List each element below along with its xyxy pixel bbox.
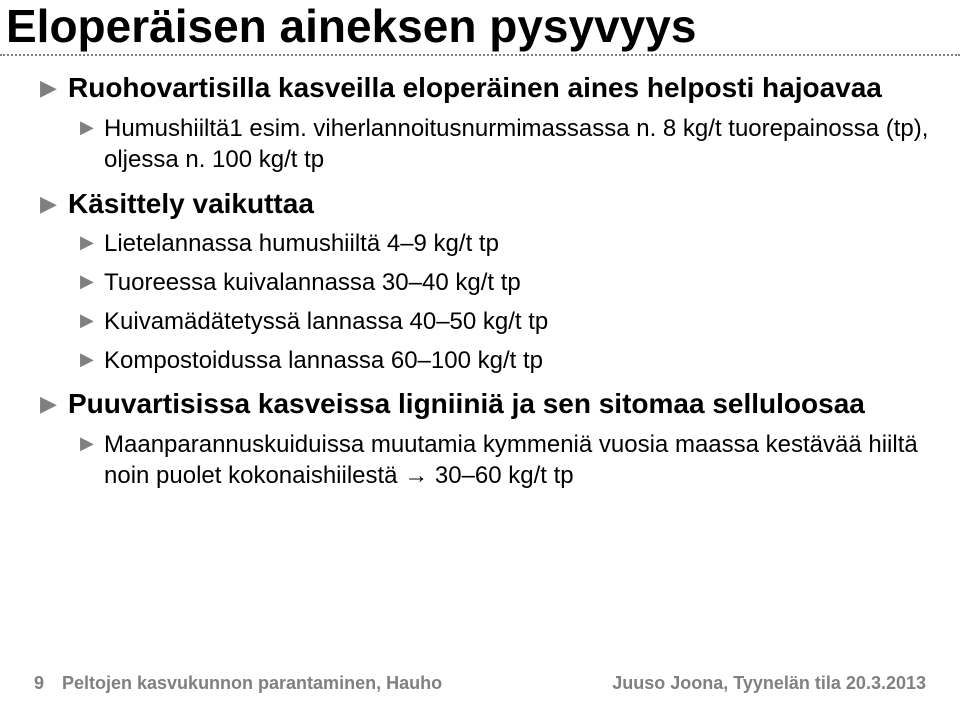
triangle-icon: ▶	[80, 229, 104, 254]
triangle-icon: ▶	[80, 430, 104, 455]
bullet-1-text: Ruohovartisilla kasveilla eloperäinen ai…	[68, 70, 882, 106]
triangle-icon: ▶	[80, 307, 104, 332]
bullet-1-sup: 1	[229, 115, 242, 142]
bullet-2-sub-2-text: Tuoreessa kuivalannassa 30–40 kg/t tp	[104, 268, 521, 299]
slide: Eloperäisen aineksen pysyvyys ▶ Ruohovar…	[0, 0, 960, 710]
bullet-2-sub-2: ▶ Tuoreessa kuivalannassa 30–40 kg/t tp	[40, 268, 940, 299]
bullet-1-sub-a: Humushiiltä	[104, 115, 229, 142]
bullet-2-sub-4: ▶ Kompostoidussa lannassa 60–100 kg/t tp	[40, 346, 940, 377]
bullet-2-sub-3-text: Kuivamädätetyssä lannassa 40–50 kg/t tp	[104, 307, 548, 338]
triangle-icon: ▶	[40, 186, 68, 218]
footer-left: Peltojen kasvukunnon parantaminen, Hauho	[62, 673, 612, 694]
title-divider	[0, 54, 960, 56]
bullet-3-text: Puuvartisissa kasveissa ligniiniä ja sen…	[68, 386, 865, 422]
bullet-2-sub-1: ▶ Lietelannassa humushiiltä 4–9 kg/t tp	[40, 229, 940, 260]
triangle-icon: ▶	[80, 268, 104, 293]
bullet-1-line1: Ruohovartisilla kasveilla eloperäinen ai…	[68, 72, 882, 103]
bullet-1: ▶ Ruohovartisilla kasveilla eloperäinen …	[40, 70, 940, 106]
bullet-1-sub: ▶ Humushiiltä1 esim. viherlannoitusnurmi…	[40, 114, 940, 175]
triangle-icon: ▶	[80, 346, 104, 371]
slide-title: Eloperäisen aineksen pysyvyys	[0, 0, 960, 50]
triangle-icon: ▶	[40, 70, 68, 102]
bullet-3-sub-1-text: Maanparannuskuiduissa muutamia kymmeniä …	[104, 430, 940, 491]
bullet-2-text: Käsittely vaikuttaa	[68, 186, 314, 222]
bullet-2-sub-3: ▶ Kuivamädätetyssä lannassa 40–50 kg/t t…	[40, 307, 940, 338]
slide-footer: 9 Peltojen kasvukunnon parantaminen, Hau…	[0, 673, 960, 694]
bullet-2-sub-1-text: Lietelannassa humushiiltä 4–9 kg/t tp	[104, 229, 499, 260]
triangle-icon: ▶	[80, 114, 104, 139]
bullet-3-sub-1: ▶ Maanparannuskuiduissa muutamia kymmeni…	[40, 430, 940, 491]
bullet-2: ▶ Käsittely vaikuttaa	[40, 186, 940, 222]
footer-right: Juuso Joona, Tyynelän tila 20.3.2013	[612, 673, 926, 694]
bullet-1-sub-text: Humushiiltä1 esim. viherlannoitusnurmima…	[104, 114, 940, 175]
footer-page-number: 9	[34, 673, 62, 694]
slide-body: ▶ Ruohovartisilla kasveilla eloperäinen …	[0, 70, 960, 491]
bullet-2-sub-4-text: Kompostoidussa lannassa 60–100 kg/t tp	[104, 346, 543, 377]
bullet-3: ▶ Puuvartisissa kasveissa ligniiniä ja s…	[40, 386, 940, 422]
triangle-icon: ▶	[40, 386, 68, 418]
